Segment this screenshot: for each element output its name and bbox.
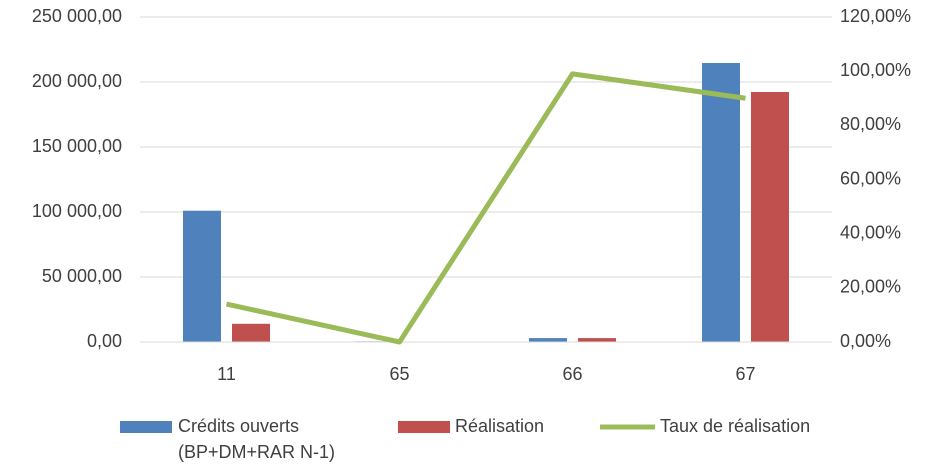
y-tick-label: 100 000,00: [32, 201, 122, 221]
y-tick-label: 200 000,00: [32, 71, 122, 91]
y-tick-label: 50 000,00: [42, 266, 122, 286]
y2-tick-label: 0,00%: [840, 331, 891, 351]
legend-label: Taux de réalisation: [660, 416, 811, 436]
y2-tick-label: 60,00%: [840, 168, 901, 188]
bar: [702, 63, 740, 343]
line: [225, 71, 746, 345]
bar: [183, 210, 221, 342]
legend-swatch: [120, 421, 172, 433]
y2-tick-label: 100,00%: [840, 60, 911, 80]
y2-tick-label: 40,00%: [840, 222, 901, 242]
y2-tick-label: 120,00%: [840, 6, 911, 26]
x-tick-label: 11: [217, 364, 236, 384]
x-tick-label: 66: [562, 364, 582, 384]
legend-label: Crédits ouverts (BP+DM+RAR N-1): [178, 416, 336, 462]
y-tick-label: 250 000,00: [32, 6, 122, 26]
y-tick-label: 150 000,00: [32, 136, 122, 156]
bar: [578, 338, 616, 342]
legend-swatch: [398, 421, 450, 433]
bar: [751, 92, 789, 342]
y2-tick-label: 20,00%: [840, 277, 901, 297]
x-tick-label: 65: [389, 364, 409, 384]
bar: [529, 338, 567, 342]
bar: [232, 323, 270, 342]
y-tick-label: 0,00: [87, 331, 122, 351]
legend-label: Réalisation: [455, 416, 545, 436]
x-tick-label: 67: [735, 364, 755, 384]
y2-tick-label: 80,00%: [840, 114, 901, 134]
